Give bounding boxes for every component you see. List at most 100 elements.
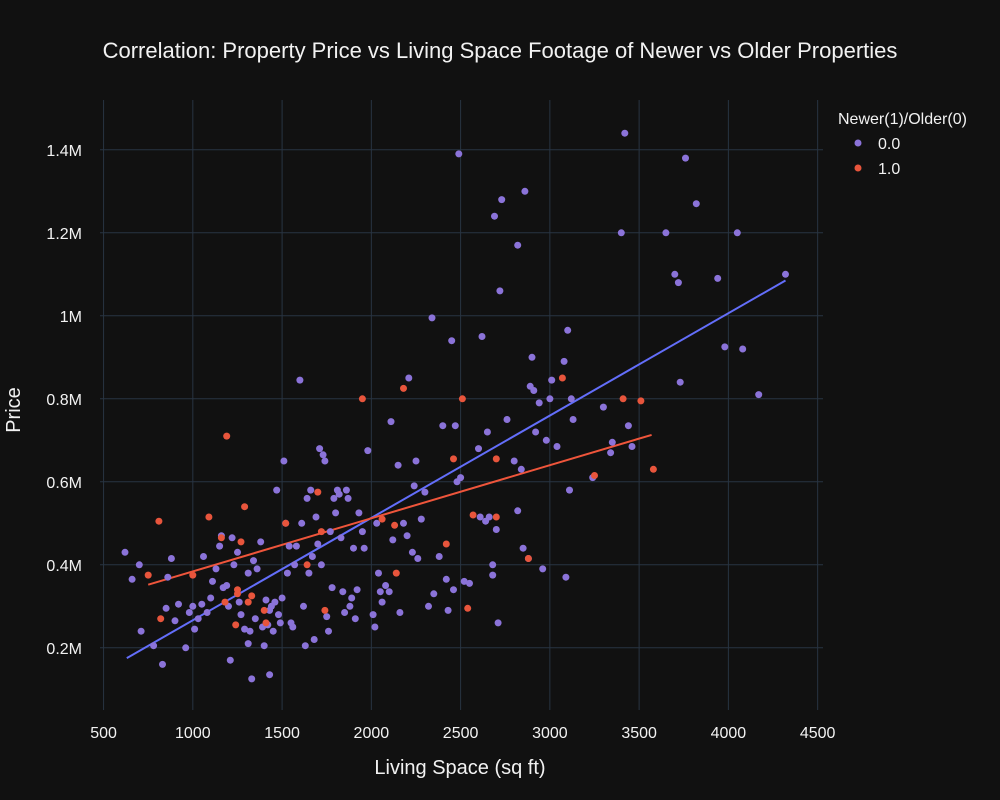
- point-older[interactable]: [448, 337, 456, 345]
- point-older[interactable]: [510, 457, 518, 465]
- point-older[interactable]: [342, 486, 350, 494]
- point-older[interactable]: [405, 374, 413, 382]
- point-older[interactable]: [566, 486, 573, 494]
- point-older[interactable]: [246, 627, 254, 635]
- point-older[interactable]: [444, 606, 452, 614]
- point-older[interactable]: [159, 660, 166, 668]
- point-older[interactable]: [191, 625, 199, 633]
- point-newer[interactable]: [282, 519, 290, 527]
- point-older[interactable]: [396, 609, 404, 616]
- point-older[interactable]: [323, 613, 331, 621]
- point-older[interactable]: [403, 532, 411, 540]
- point-older[interactable]: [674, 279, 682, 287]
- point-older[interactable]: [296, 376, 304, 384]
- point-older[interactable]: [269, 627, 277, 635]
- point-older[interactable]: [528, 353, 536, 361]
- point-newer[interactable]: [241, 503, 249, 511]
- point-newer[interactable]: [392, 569, 400, 577]
- point-older[interactable]: [494, 619, 502, 627]
- point-older[interactable]: [414, 555, 422, 562]
- point-newer[interactable]: [232, 621, 240, 629]
- point-newer[interactable]: [558, 374, 566, 382]
- point-older[interactable]: [137, 627, 145, 635]
- point-older[interactable]: [455, 150, 463, 158]
- point-older[interactable]: [314, 540, 322, 548]
- point-older[interactable]: [755, 391, 763, 399]
- point-older[interactable]: [260, 642, 268, 650]
- point-older[interactable]: [542, 436, 550, 444]
- point-older[interactable]: [275, 611, 282, 619]
- point-older[interactable]: [285, 542, 293, 550]
- point-newer[interactable]: [303, 561, 311, 569]
- point-newer[interactable]: [260, 606, 268, 614]
- point-newer[interactable]: [317, 528, 325, 536]
- point-older[interactable]: [298, 519, 306, 527]
- point-newer[interactable]: [492, 455, 500, 463]
- point-newer[interactable]: [391, 521, 399, 529]
- point-older[interactable]: [624, 422, 632, 430]
- point-older[interactable]: [337, 534, 345, 542]
- point-older[interactable]: [560, 357, 568, 365]
- point-older[interactable]: [339, 588, 347, 596]
- point-older[interactable]: [378, 598, 386, 606]
- point-older[interactable]: [271, 598, 279, 606]
- point-older[interactable]: [189, 602, 197, 610]
- point-older[interactable]: [348, 594, 356, 602]
- point-older[interactable]: [733, 229, 741, 237]
- point-older[interactable]: [212, 565, 220, 573]
- point-older[interactable]: [662, 229, 670, 237]
- point-older[interactable]: [355, 509, 363, 517]
- point-older[interactable]: [230, 561, 238, 569]
- point-older[interactable]: [358, 528, 366, 536]
- point-older[interactable]: [439, 422, 447, 430]
- legend-item-newer[interactable]: 1.0: [854, 161, 901, 178]
- point-older[interactable]: [335, 490, 343, 498]
- point-newer[interactable]: [155, 517, 163, 525]
- point-older[interactable]: [350, 544, 357, 552]
- point-older[interactable]: [237, 611, 245, 619]
- point-older[interactable]: [682, 154, 689, 162]
- point-older[interactable]: [310, 636, 318, 643]
- point-older[interactable]: [428, 314, 436, 322]
- point-older[interactable]: [248, 675, 256, 683]
- point-older[interactable]: [344, 494, 352, 502]
- point-older[interactable]: [308, 553, 316, 560]
- point-older[interactable]: [244, 640, 252, 648]
- point-older[interactable]: [207, 594, 215, 602]
- point-older[interactable]: [535, 399, 543, 407]
- point-older[interactable]: [292, 542, 300, 550]
- point-older[interactable]: [621, 129, 629, 137]
- point-older[interactable]: [489, 561, 497, 569]
- point-newer[interactable]: [442, 540, 450, 548]
- point-older[interactable]: [164, 573, 172, 581]
- point-older[interactable]: [514, 507, 522, 515]
- point-older[interactable]: [228, 534, 236, 542]
- point-older[interactable]: [628, 443, 636, 450]
- point-newer[interactable]: [450, 455, 457, 463]
- point-older[interactable]: [317, 561, 325, 569]
- point-older[interactable]: [253, 565, 261, 573]
- point-older[interactable]: [316, 445, 324, 453]
- point-older[interactable]: [430, 590, 438, 598]
- point-older[interactable]: [782, 270, 789, 278]
- point-older[interactable]: [332, 509, 340, 517]
- point-older[interactable]: [408, 548, 416, 556]
- point-older[interactable]: [303, 494, 311, 502]
- point-newer[interactable]: [223, 432, 231, 440]
- point-older[interactable]: [671, 270, 679, 278]
- point-older[interactable]: [503, 416, 511, 423]
- point-newer[interactable]: [217, 534, 225, 542]
- point-older[interactable]: [376, 588, 384, 596]
- point-newer[interactable]: [221, 598, 229, 606]
- point-older[interactable]: [394, 461, 402, 469]
- point-older[interactable]: [175, 600, 182, 608]
- point-older[interactable]: [676, 378, 684, 386]
- point-older[interactable]: [532, 428, 540, 436]
- point-older[interactable]: [326, 528, 334, 536]
- point-older[interactable]: [607, 449, 615, 457]
- point-older[interactable]: [617, 229, 625, 237]
- point-older[interactable]: [171, 617, 179, 625]
- point-older[interactable]: [530, 387, 538, 394]
- point-older[interactable]: [546, 395, 554, 403]
- point-older[interactable]: [457, 474, 465, 482]
